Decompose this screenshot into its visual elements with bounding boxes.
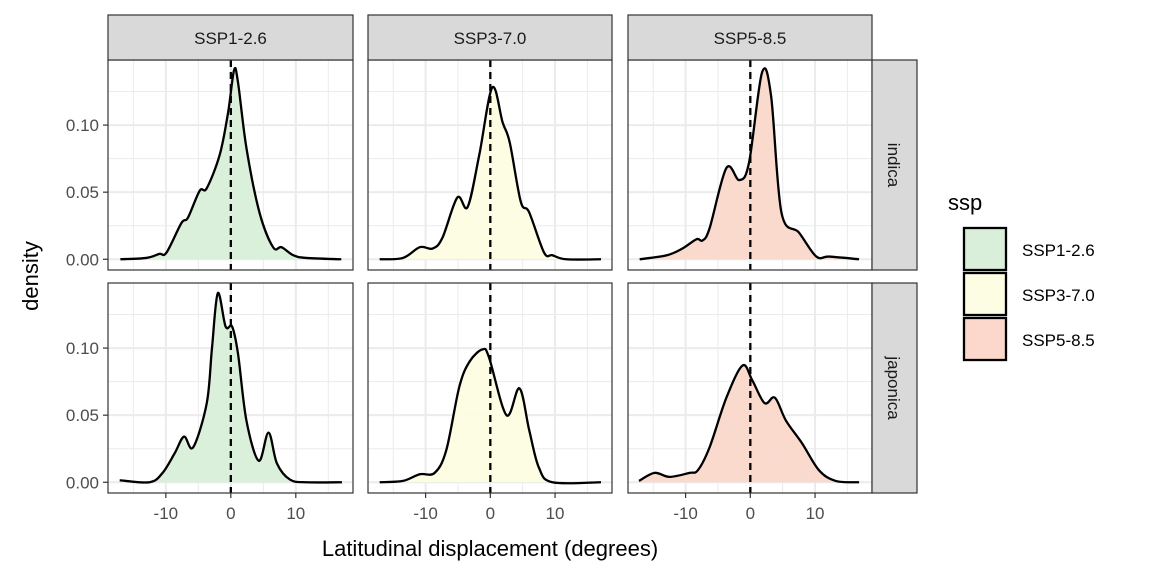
x-tick-label: 10 <box>546 504 565 523</box>
density-area <box>639 365 860 483</box>
legend-label: SSP5-8.5 <box>1022 331 1095 350</box>
x-axis-title: Latitudinal displacement (degrees) <box>322 536 658 561</box>
density-line <box>379 347 602 485</box>
x-tick-label: 0 <box>746 504 755 523</box>
x-tick-label: -10 <box>673 504 698 523</box>
legend-key <box>962 271 1008 317</box>
density-area <box>120 68 342 260</box>
column-strip-label: SSP1-2.6 <box>194 29 267 48</box>
column-strip <box>367 14 613 61</box>
y-tick-label: 0.10 <box>66 116 99 135</box>
column-strip <box>107 14 354 61</box>
density-line <box>638 363 860 484</box>
y-tick-label: 0.05 <box>66 183 99 202</box>
legend-label: SSP1-2.6 <box>1022 241 1095 260</box>
density-line <box>120 66 342 261</box>
row-strip-label: indica <box>884 143 903 188</box>
density-line <box>379 85 601 261</box>
x-tick-label: 0 <box>226 504 235 523</box>
legend-items: SSP1-2.6 SSP3-7.0 SSP5-8.5 <box>962 226 1095 362</box>
legend-key <box>962 226 1008 272</box>
x-tick-label: -10 <box>413 504 438 523</box>
legend: ssp SSP1-2.6 SSP3-7.0 SSP5-8.5 <box>948 190 1095 362</box>
column-strip-label: SSP3-7.0 <box>454 29 527 48</box>
x-tick-label: 10 <box>286 504 305 523</box>
panel-SSP5-8.5-japonica <box>627 282 873 494</box>
x-tick-label: 0 <box>486 504 495 523</box>
y-tick-label: 0.10 <box>66 339 99 358</box>
row-strip <box>871 282 918 494</box>
y-tick-label: 0.00 <box>66 473 99 492</box>
legend-label: SSP3-7.0 <box>1022 286 1095 305</box>
legend-title: ssp <box>948 190 982 215</box>
panel-SSP5-8.5-indica <box>627 59 873 271</box>
density-area <box>119 292 342 483</box>
facet-strips: SSP1-2.6 SSP3-7.0 SSP5-8.5 indica japonica <box>107 14 918 494</box>
panel-SSP1-2.6-japonica <box>107 282 354 494</box>
panels <box>107 59 873 494</box>
panel-SSP1-2.6-indica <box>107 59 354 271</box>
panel-SSP3-7.0-indica <box>367 59 613 271</box>
legend-key <box>962 316 1008 362</box>
panel-SSP3-7.0-japonica <box>367 282 613 494</box>
x-tick-label: -10 <box>154 504 179 523</box>
y-tick-label: 0.05 <box>66 406 99 425</box>
row-strip-label: japonica <box>884 355 903 420</box>
x-tick-label: 10 <box>806 504 825 523</box>
column-strip <box>627 14 873 61</box>
y-axis-title: density <box>18 241 43 311</box>
column-strip-label: SSP5-8.5 <box>714 29 787 48</box>
row-strip <box>871 59 918 271</box>
axes: 0.00 0.05 0.10 -10 0 10 0.00 0.05 0.10 -10 0 10 -10 0… <box>66 116 825 523</box>
density-line <box>119 291 342 484</box>
y-tick-label: 0.00 <box>66 250 99 269</box>
density-line <box>639 67 860 261</box>
